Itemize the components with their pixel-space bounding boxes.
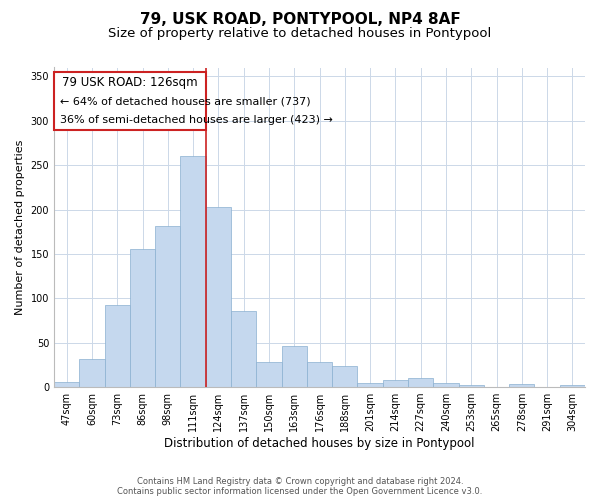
Text: Contains HM Land Registry data © Crown copyright and database right 2024.
Contai: Contains HM Land Registry data © Crown c… <box>118 476 482 496</box>
Bar <box>206 207 231 387</box>
Text: Size of property relative to detached houses in Pontypool: Size of property relative to detached ho… <box>109 28 491 40</box>
Bar <box>79 358 104 387</box>
Bar <box>155 226 181 387</box>
Bar <box>509 384 535 387</box>
Text: ← 64% of detached houses are smaller (737): ← 64% of detached houses are smaller (73… <box>60 97 311 107</box>
Bar <box>408 378 433 387</box>
X-axis label: Distribution of detached houses by size in Pontypool: Distribution of detached houses by size … <box>164 437 475 450</box>
Bar <box>433 382 458 387</box>
Y-axis label: Number of detached properties: Number of detached properties <box>15 140 25 315</box>
Bar <box>104 304 130 387</box>
Bar <box>130 250 155 387</box>
Bar <box>281 346 307 387</box>
Bar <box>181 156 206 387</box>
Bar <box>307 362 332 387</box>
Bar <box>458 386 484 387</box>
Text: 79, USK ROAD, PONTYPOOL, NP4 8AF: 79, USK ROAD, PONTYPOOL, NP4 8AF <box>140 12 460 28</box>
Bar <box>383 380 408 387</box>
Bar <box>256 362 281 387</box>
Text: 36% of semi-detached houses are larger (423) →: 36% of semi-detached houses are larger (… <box>60 116 333 126</box>
Bar <box>332 366 358 387</box>
Bar <box>560 386 585 387</box>
Bar <box>54 382 79 387</box>
Bar <box>231 310 256 387</box>
Bar <box>358 382 383 387</box>
Text: 79 USK ROAD: 126sqm: 79 USK ROAD: 126sqm <box>62 76 198 89</box>
